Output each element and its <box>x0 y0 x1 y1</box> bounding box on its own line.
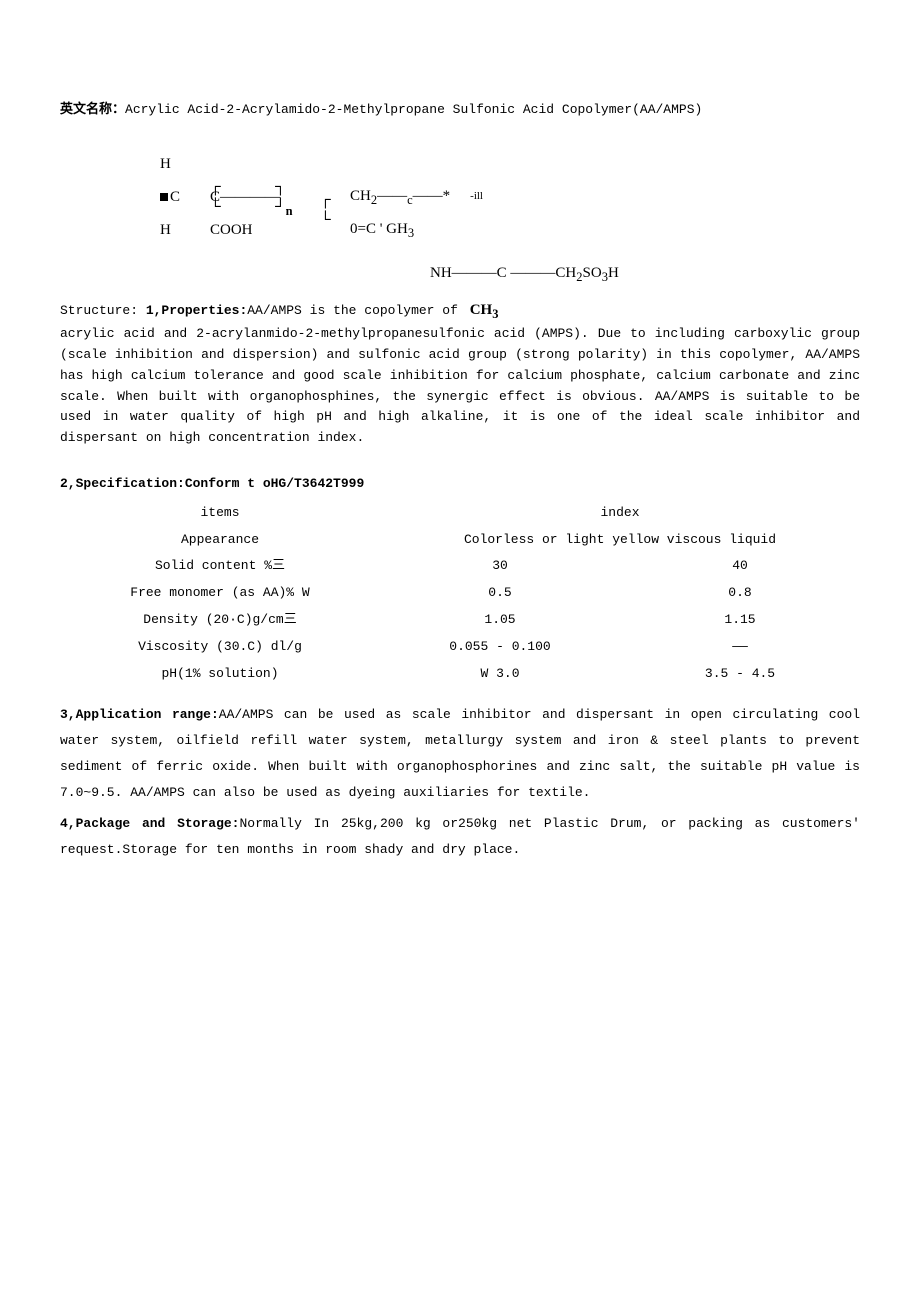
specification-table: items index Appearance Colorless or ligh… <box>60 500 860 688</box>
cell-val: 3.5 - 4.5 <box>620 661 860 688</box>
title-line: 英文名称：Acrylic Acid-2-Acrylamido-2-Methylp… <box>60 100 860 121</box>
properties-text-start: AA/AMPS is the copolymer of <box>247 303 465 318</box>
specification-label: 2,Specification:Conform t oHG/T3642T999 <box>60 474 860 495</box>
struct-sub-n: n <box>286 204 293 218</box>
th-index: index <box>380 500 860 527</box>
table-row: Viscosity (30.C) dl/g 0.055 - 0.100 —— <box>60 634 860 661</box>
th-items: items <box>60 500 380 527</box>
cell-val: 0.8 <box>620 580 860 607</box>
cell-item: Appearance <box>60 527 380 554</box>
title-prefix: 英文名称： <box>60 102 125 117</box>
cell-item: Density (20·C)g/cm三 <box>60 607 380 634</box>
structure-prefix: Structure: <box>60 303 146 318</box>
square-icon <box>160 193 168 201</box>
struct-r3c1: H <box>160 217 210 244</box>
properties-section: Structure: 1,Properties:AA/AMPS is the c… <box>60 298 860 449</box>
properties-label: 1,Properties: <box>146 303 247 318</box>
cell-val: Colorless or light yellow viscous liquid <box>380 527 860 554</box>
table-row: pH(1% solution) W 3.0 3.5 - 4.5 <box>60 661 860 688</box>
struct-r1c1: H <box>160 151 210 178</box>
cell-val: 1.15 <box>620 607 860 634</box>
chemical-structure: H C ┌ └ C———— ┐ ┘n ┌ └ CH2——c——* -ill H … <box>160 151 860 289</box>
cell-item: pH(1% solution) <box>60 661 380 688</box>
title-name: Acrylic Acid-2-Acrylamido-2-Methylpropan… <box>125 102 702 117</box>
table-row: Appearance Colorless or light yellow vis… <box>60 527 860 554</box>
struct-r4c3: NH———C ———CH2SO3H <box>430 260 619 289</box>
cell-val: 40 <box>620 553 860 580</box>
struct-r2c1: C <box>170 189 180 205</box>
cell-val: 30 <box>380 553 620 580</box>
inline-ch3: CH3 <box>470 302 499 318</box>
table-header-row: items index <box>60 500 860 527</box>
cell-val: 0.055 - 0.100 <box>380 634 620 661</box>
struct-note: -ill <box>470 187 483 207</box>
table-row: Solid content %三 30 40 <box>60 553 860 580</box>
cell-val: —— <box>620 634 860 661</box>
struct-r3c3: 0=C ' GH3 <box>350 216 414 245</box>
package-label: 4,Package and Storage: <box>60 816 239 831</box>
cell-item: Viscosity (30.C) dl/g <box>60 634 380 661</box>
cell-val: 0.5 <box>380 580 620 607</box>
package-section: 4,Package and Storage:Normally In 25kg,2… <box>60 811 860 863</box>
table-row: Free monomer (as AA)% W 0.5 0.8 <box>60 580 860 607</box>
application-label: 3,Application range: <box>60 707 219 722</box>
cell-val: 1.05 <box>380 607 620 634</box>
cell-val: W 3.0 <box>380 661 620 688</box>
table-row: Density (20·C)g/cm三 1.05 1.15 <box>60 607 860 634</box>
properties-text-rest: acrylic acid and 2-acrylanmido-2-methylp… <box>60 326 860 445</box>
application-section: 3,Application range:AA/AMPS can be used … <box>60 702 860 806</box>
cell-item: Solid content %三 <box>60 553 380 580</box>
struct-r2c3: CH2——c——* <box>350 183 450 212</box>
cell-item: Free monomer (as AA)% W <box>60 580 380 607</box>
